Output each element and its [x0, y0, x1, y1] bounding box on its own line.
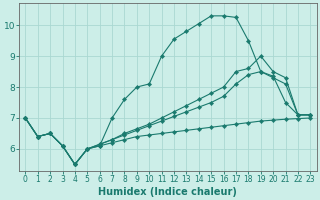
X-axis label: Humidex (Indice chaleur): Humidex (Indice chaleur)	[98, 187, 237, 197]
